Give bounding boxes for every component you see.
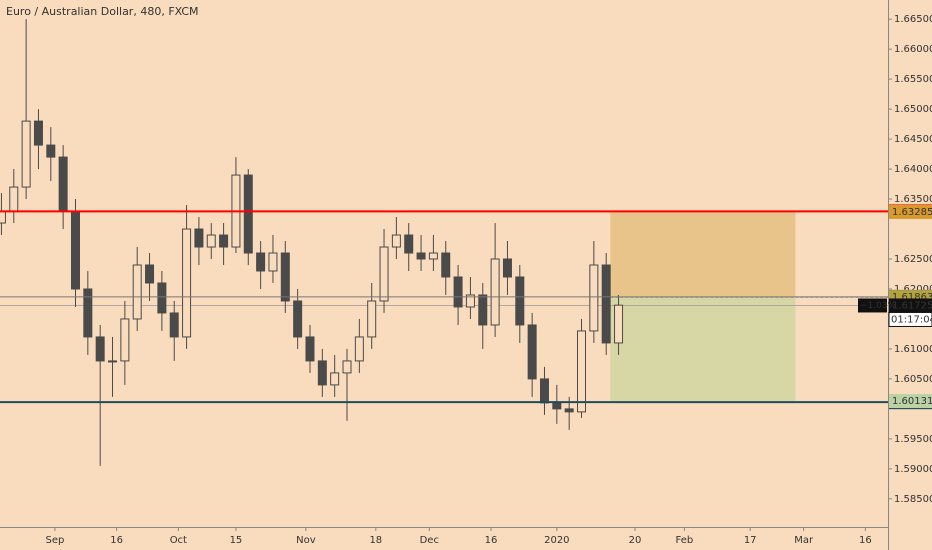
x-tick-label: 16 <box>110 535 123 546</box>
candle-body <box>169 312 179 338</box>
y-tick-label: 1.65000 <box>894 104 932 115</box>
target-label: 1.63285 <box>892 207 932 218</box>
candle-body <box>206 234 216 248</box>
candle-body <box>539 378 549 404</box>
change-box <box>858 298 887 313</box>
candle-body <box>552 402 562 410</box>
candle-body <box>379 246 389 302</box>
candle-body <box>70 210 80 290</box>
stop-zone <box>610 297 796 402</box>
candle-body <box>194 228 204 248</box>
x-tick-label: 16 <box>859 535 872 546</box>
candle-body <box>614 304 624 344</box>
candle-body <box>601 264 611 344</box>
candle-body <box>416 252 426 260</box>
candle-body <box>428 252 438 260</box>
candle-body <box>108 360 118 363</box>
candle-body <box>490 258 500 326</box>
candle-body <box>465 294 475 308</box>
candle-body <box>317 360 327 386</box>
candle-body <box>330 372 340 386</box>
y-tick-label: 1.64000 <box>894 164 932 175</box>
stop-label-box <box>889 394 932 409</box>
y-tick-label: 1.65500 <box>894 74 932 85</box>
candle-body <box>9 186 19 212</box>
candle-body <box>280 252 290 302</box>
candle-body <box>441 252 451 278</box>
candle-body <box>33 120 43 146</box>
countdown: 01:17:04 <box>891 314 932 325</box>
candle-body <box>132 264 142 320</box>
target-label-box <box>889 204 932 219</box>
change: −1.03% <box>860 301 897 311</box>
y-tick-label: 1.66000 <box>894 44 932 55</box>
y-tick-label: 1.59000 <box>894 464 932 475</box>
x-tick-label: 18 <box>369 535 382 546</box>
last-price-label-box <box>889 298 932 313</box>
candle-body <box>182 228 192 338</box>
candle-body <box>256 252 266 272</box>
candle-body <box>46 144 56 158</box>
x-tick-label: Sep <box>45 535 64 546</box>
x-tick-label: Nov <box>296 535 316 546</box>
x-tick-label: 17 <box>744 535 757 546</box>
y-tick-label: 1.66500 <box>894 14 932 25</box>
candle-body <box>120 318 130 362</box>
last-price-label: 1.61725 <box>892 300 932 311</box>
candle-body <box>21 120 31 188</box>
candle-body <box>243 174 253 254</box>
x-tick-label: 20 <box>629 535 642 546</box>
candle-body <box>564 408 574 413</box>
x-tick-label: Oct <box>170 535 187 546</box>
candle-body <box>589 264 599 332</box>
candle-body <box>83 288 93 338</box>
y-tick-label: 1.58500 <box>894 494 932 505</box>
x-tick-label: 2020 <box>544 535 569 546</box>
candle-body <box>58 156 68 212</box>
candle-body <box>527 324 537 380</box>
candle-body <box>219 234 229 248</box>
y-tick-label: 1.60500 <box>894 374 932 385</box>
candle-body <box>268 252 278 272</box>
candle-body <box>0 210 6 224</box>
stop-label: 1.60131 <box>892 396 932 407</box>
y-tick-label: 1.64500 <box>894 134 932 145</box>
candle-body <box>293 300 303 338</box>
candle-body <box>391 234 401 248</box>
x-tick-label: 15 <box>230 535 243 546</box>
candle-body <box>354 336 364 362</box>
y-tick-label: 1.59500 <box>894 434 932 445</box>
x-tick-label: 16 <box>485 535 498 546</box>
candle-body <box>367 300 377 338</box>
target-zone <box>610 211 796 298</box>
candle-body <box>157 282 167 314</box>
candle-body <box>95 336 105 362</box>
y-tick-label: 1.62000 <box>894 284 932 295</box>
y-tick-label: 1.61000 <box>894 344 932 355</box>
candle-body <box>453 276 463 308</box>
candle-body <box>478 294 488 326</box>
chart-title: Euro / Australian Dollar, 480, FXCM <box>6 5 199 18</box>
y-tick-label: 1.62500 <box>894 254 932 265</box>
candle-body <box>404 234 414 254</box>
candle-body <box>145 264 155 284</box>
candle-body <box>502 258 512 278</box>
x-tick-label: Dec <box>420 535 439 546</box>
x-tick-label: Mar <box>794 535 814 546</box>
countdown-box <box>888 311 932 327</box>
x-tick-label: Feb <box>675 535 693 546</box>
candle-body <box>515 276 525 326</box>
entry-label: 1.61863 <box>892 292 932 303</box>
candle-body <box>305 336 315 362</box>
candle-body <box>342 360 352 374</box>
y-tick-label: 1.63500 <box>894 194 932 205</box>
candle-body <box>577 330 587 413</box>
